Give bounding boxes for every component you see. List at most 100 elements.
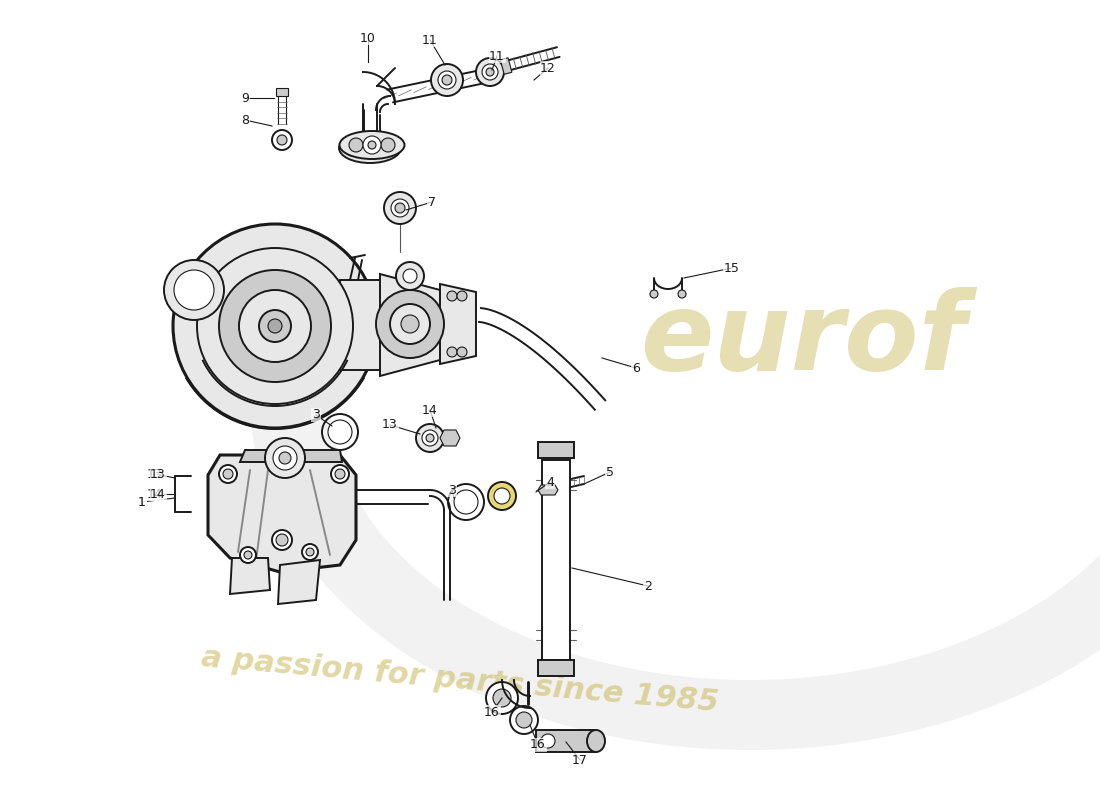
Text: eurof: eurof — [640, 287, 966, 393]
Text: 14: 14 — [150, 487, 166, 501]
Circle shape — [486, 68, 494, 76]
Text: 6: 6 — [632, 362, 640, 374]
Text: 17: 17 — [572, 754, 587, 766]
Polygon shape — [340, 280, 382, 370]
Polygon shape — [250, 297, 1100, 750]
Circle shape — [447, 347, 456, 357]
Text: 2: 2 — [645, 579, 652, 593]
Circle shape — [678, 290, 686, 298]
Circle shape — [381, 138, 395, 152]
Circle shape — [541, 734, 556, 748]
Circle shape — [368, 141, 376, 149]
Text: 14: 14 — [147, 487, 163, 501]
Polygon shape — [379, 274, 440, 376]
Circle shape — [174, 270, 214, 310]
Ellipse shape — [340, 131, 405, 159]
Polygon shape — [278, 560, 320, 604]
Circle shape — [384, 192, 416, 224]
Circle shape — [516, 712, 532, 728]
Circle shape — [272, 130, 292, 150]
Circle shape — [279, 452, 292, 464]
Text: 11: 11 — [490, 50, 505, 62]
Polygon shape — [240, 450, 342, 462]
Circle shape — [510, 706, 538, 734]
Bar — [542, 460, 570, 660]
Circle shape — [456, 291, 468, 301]
Text: 4: 4 — [546, 475, 554, 489]
Circle shape — [239, 290, 311, 362]
Text: 1: 1 — [139, 495, 146, 509]
Text: 13: 13 — [147, 467, 163, 481]
Circle shape — [273, 446, 297, 470]
Text: 13: 13 — [382, 418, 398, 431]
Ellipse shape — [587, 730, 605, 752]
Circle shape — [416, 424, 444, 452]
Circle shape — [331, 465, 349, 483]
Circle shape — [426, 434, 434, 442]
Circle shape — [265, 438, 305, 478]
Circle shape — [306, 548, 313, 556]
Circle shape — [447, 291, 456, 301]
Text: 9: 9 — [241, 91, 249, 105]
Circle shape — [223, 469, 233, 479]
Text: 10: 10 — [360, 31, 376, 45]
Circle shape — [276, 534, 288, 546]
Circle shape — [482, 64, 498, 80]
Text: 16: 16 — [484, 706, 499, 718]
Circle shape — [302, 544, 318, 560]
Circle shape — [454, 490, 478, 514]
Text: 15: 15 — [724, 262, 740, 274]
Text: 11: 11 — [422, 34, 438, 46]
Circle shape — [422, 430, 438, 446]
Circle shape — [363, 136, 381, 154]
Text: 12: 12 — [540, 62, 556, 74]
Text: 3: 3 — [312, 409, 320, 422]
Polygon shape — [440, 430, 460, 446]
Circle shape — [390, 199, 409, 217]
Polygon shape — [538, 485, 558, 495]
Bar — [538, 442, 574, 458]
Circle shape — [494, 488, 510, 504]
Circle shape — [442, 75, 452, 85]
Circle shape — [396, 262, 424, 290]
Bar — [276, 88, 288, 96]
Circle shape — [328, 420, 352, 444]
Circle shape — [244, 551, 252, 559]
Circle shape — [403, 269, 417, 283]
Bar — [536, 730, 596, 752]
Text: a passion for parts since 1985: a passion for parts since 1985 — [200, 643, 719, 717]
Circle shape — [476, 58, 504, 86]
Polygon shape — [440, 284, 476, 364]
Circle shape — [486, 682, 518, 714]
Circle shape — [438, 71, 456, 89]
Circle shape — [376, 290, 444, 358]
Circle shape — [365, 141, 375, 151]
Circle shape — [349, 138, 363, 152]
Circle shape — [360, 136, 379, 156]
Circle shape — [336, 469, 345, 479]
Bar — [538, 660, 574, 676]
Text: 16: 16 — [530, 738, 546, 751]
Circle shape — [402, 315, 419, 333]
Text: 1: 1 — [139, 495, 146, 509]
Circle shape — [431, 64, 463, 96]
Circle shape — [456, 347, 468, 357]
Circle shape — [258, 310, 292, 342]
Circle shape — [240, 547, 256, 563]
Circle shape — [272, 530, 292, 550]
Text: 8: 8 — [241, 114, 249, 126]
Circle shape — [395, 203, 405, 213]
Ellipse shape — [339, 133, 402, 163]
Text: 13: 13 — [150, 467, 166, 481]
Circle shape — [382, 144, 394, 156]
Circle shape — [277, 135, 287, 145]
Circle shape — [219, 270, 331, 382]
Text: 14: 14 — [422, 403, 438, 417]
Text: 5: 5 — [606, 466, 614, 478]
Circle shape — [650, 290, 658, 298]
Circle shape — [173, 224, 377, 428]
Text: 7: 7 — [428, 195, 436, 209]
Circle shape — [493, 689, 512, 707]
Circle shape — [346, 144, 358, 156]
Polygon shape — [230, 558, 270, 594]
